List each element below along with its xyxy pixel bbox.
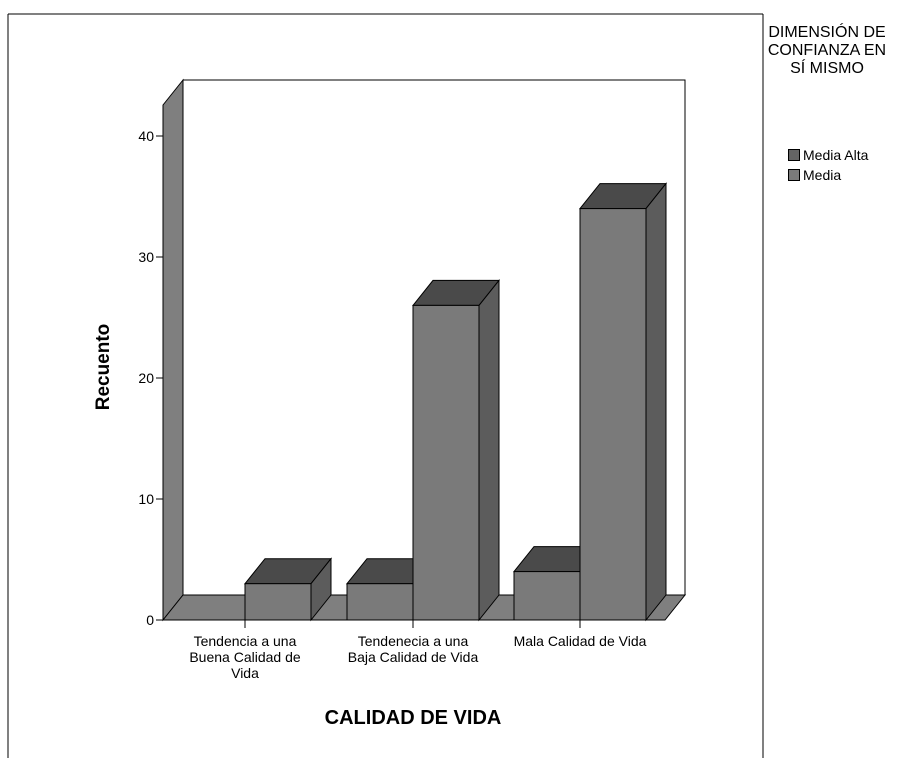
legend-swatch-media-alta (788, 149, 800, 161)
y-axis-title: Recuento (93, 324, 114, 411)
bar-media-3-front (579, 208, 647, 621)
bar-media-3 (578, 182, 668, 622)
bar-media-1-front (244, 583, 312, 621)
y-tick-label: 10 (138, 491, 154, 507)
legend-swatch-media (788, 169, 800, 181)
x-tick-label: Tendenecia a una Baja Calidad de Vida (348, 633, 479, 665)
legend-title: DIMENSIÓN DE CONFIANZA EN SÍ MISMO (767, 24, 887, 77)
y-tick-label: 0 (146, 612, 154, 628)
y-tick-label: 40 (138, 128, 154, 144)
bar-media-alta-3-front (513, 571, 581, 621)
bar-media-1 (243, 557, 333, 622)
y-tick-label: 30 (138, 249, 154, 265)
bar-media-2-side (478, 278, 500, 622)
legend-label-media: Media (803, 167, 842, 183)
x-tick-label: Mala Calidad de Vida (514, 633, 647, 649)
bar-media-3-side (645, 182, 667, 622)
legend-item-media: Media (788, 167, 841, 183)
y-tick-label: 20 (138, 370, 154, 386)
side-wall (162, 78, 184, 622)
x-tick-label: Tendencia a una Buena Calidad de Vida (189, 633, 301, 681)
bar-media-2-front (412, 304, 480, 621)
legend-label-media-alta: Media Alta (803, 147, 869, 163)
x-axis-title: CALIDAD DE VIDA (325, 707, 502, 729)
legend-item-media-alta: Media Alta (788, 147, 868, 163)
bar-media-alta-2-front (346, 583, 414, 621)
bar-media-2 (411, 278, 501, 622)
